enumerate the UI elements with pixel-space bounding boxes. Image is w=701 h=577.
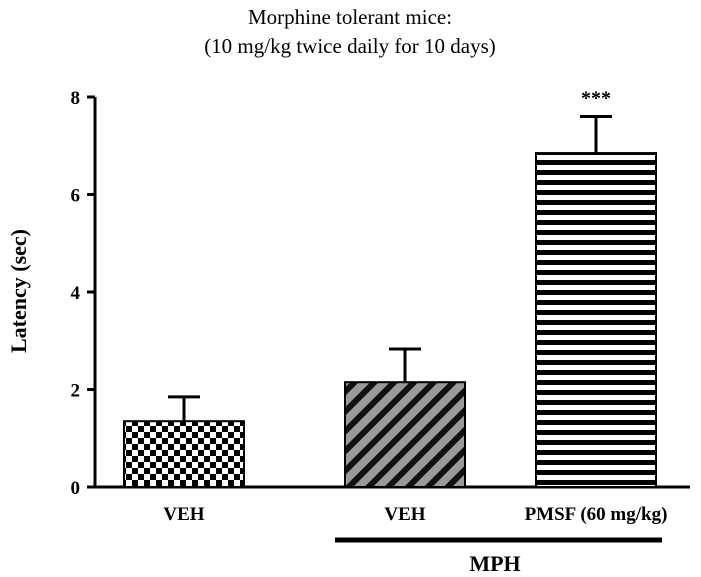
bars-layer: [123, 115, 657, 488]
y-tick-label: 2: [71, 381, 81, 402]
y-axis-label: Latency (sec): [6, 229, 31, 353]
y-tick-label: 6: [71, 186, 81, 207]
significance-label: ***: [581, 88, 611, 110]
y-tick-label: 0: [71, 478, 81, 499]
y-tick-label: 4: [71, 283, 81, 304]
category-label: PMSF (60 mg/kg): [525, 504, 668, 525]
chart-subtitle: (10 mg/kg twice daily for 10 days): [204, 34, 496, 58]
category-label: VEH: [163, 504, 204, 525]
bar: [535, 152, 657, 488]
y-tick-label: 8: [71, 88, 81, 109]
labels-layer: 0 2 4 6 8 VEH VEH *** PMSF (60 mg/kg): [71, 88, 668, 526]
group-label: MPH: [469, 551, 520, 576]
bar: [344, 381, 466, 488]
chart-title: Morphine tolerant mice:: [248, 5, 452, 29]
category-label: VEH: [384, 504, 425, 525]
bar: [123, 420, 245, 488]
